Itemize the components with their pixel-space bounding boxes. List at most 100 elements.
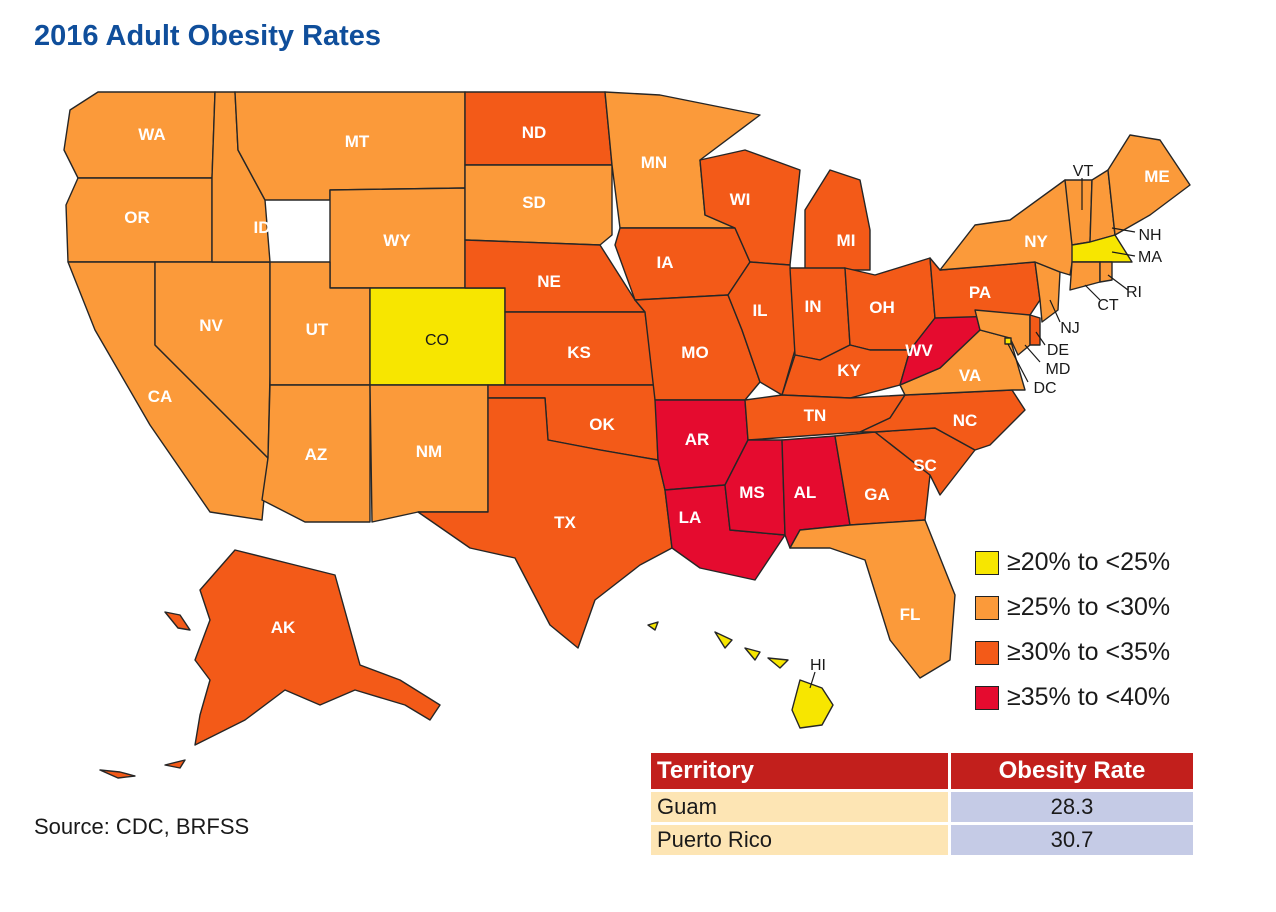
state-MI[interactable] <box>804 169 871 271</box>
label-UT: UT <box>306 320 329 339</box>
label-SC: SC <box>913 456 937 475</box>
label-AK: AK <box>271 618 296 637</box>
legend-label: ≥30% to <35% <box>1007 638 1171 666</box>
legend-swatch <box>975 640 999 665</box>
label-CO: CO <box>425 332 449 349</box>
state-AK[interactable] <box>194 549 441 746</box>
label-MT: MT <box>345 132 370 151</box>
label-WI: WI <box>730 190 751 209</box>
label-MA: MA <box>1138 249 1162 266</box>
state-FL[interactable] <box>789 519 956 679</box>
label-NC: NC <box>953 411 978 430</box>
state-KY[interactable] <box>781 344 911 399</box>
leader-md <box>1024 344 1041 363</box>
label-NE: NE <box>537 272 561 291</box>
legend-swatch <box>975 685 999 710</box>
label-KS: KS <box>567 343 591 362</box>
legend-item-25-30: ≥25% to <30% <box>975 585 1235 630</box>
territory-rate: 30.7 <box>951 825 1193 855</box>
leader-hi <box>809 671 816 689</box>
label-WY: WY <box>383 231 411 250</box>
label-OR: OR <box>124 208 150 227</box>
leader-nh <box>1111 227 1136 233</box>
label-MI: MI <box>837 231 856 250</box>
label-MO: MO <box>681 343 708 362</box>
leader-dc <box>1007 343 1029 383</box>
label-MN: MN <box>641 153 667 172</box>
legend: ≥20% to <25% ≥25% to <30% ≥30% to <35% ≥… <box>975 540 1235 720</box>
state-HI-islands <box>647 621 789 669</box>
legend-label: ≥20% to <25% <box>1007 548 1171 576</box>
label-MS: MS <box>739 483 765 502</box>
label-TN: TN <box>804 406 827 425</box>
state-NC[interactable] <box>859 389 1026 451</box>
state-RI[interactable] <box>1099 261 1113 283</box>
label-CA: CA <box>148 387 173 406</box>
label-IA: IA <box>657 253 674 272</box>
leader-ri <box>1107 274 1129 291</box>
label-WV: WV <box>905 341 933 360</box>
label-NH: NH <box>1138 227 1161 244</box>
legend-item-30-35: ≥30% to <35% <box>975 630 1235 675</box>
state-SD[interactable] <box>464 164 613 246</box>
label-VT: VT <box>1073 163 1094 180</box>
state-AK-islands <box>99 611 191 779</box>
label-NJ: NJ <box>1060 320 1080 337</box>
label-IN: IN <box>805 297 822 316</box>
leader-nj <box>1049 299 1061 323</box>
header-obesity-rate: Obesity Rate <box>951 753 1193 789</box>
label-RI: RI <box>1126 284 1142 301</box>
label-FL: FL <box>900 605 921 624</box>
label-MD: MD <box>1046 361 1071 378</box>
label-OH: OH <box>869 298 895 317</box>
state-TX[interactable] <box>417 397 673 649</box>
state-DC[interactable] <box>1004 337 1012 345</box>
source-note: Source: CDC, BRFSS <box>34 814 250 839</box>
label-ID: ID <box>254 218 271 237</box>
label-NV: NV <box>199 316 223 335</box>
label-LA: LA <box>679 508 702 527</box>
legend-swatch <box>975 595 999 620</box>
state-IA[interactable] <box>614 227 751 301</box>
label-WA: WA <box>138 125 165 144</box>
label-VA: VA <box>959 366 981 385</box>
territory-name: Guam <box>651 792 948 822</box>
label-DE: DE <box>1047 342 1069 359</box>
label-ND: ND <box>522 123 547 142</box>
label-AR: AR <box>685 430 710 449</box>
legend-swatch <box>975 550 999 575</box>
table-header-row: Territory Obesity Rate <box>651 753 1193 789</box>
label-KY: KY <box>837 361 861 380</box>
label-ME: ME <box>1144 167 1170 186</box>
table-row: Puerto Rico 30.7 <box>651 825 1193 855</box>
label-SD: SD <box>522 193 546 212</box>
legend-label: ≥35% to <40% <box>1007 683 1171 711</box>
legend-item-20-25: ≥20% to <25% <box>975 540 1235 585</box>
state-NY[interactable] <box>939 179 1076 276</box>
label-CT: CT <box>1097 297 1119 314</box>
label-NY: NY <box>1024 232 1048 251</box>
label-AL: AL <box>794 483 817 502</box>
territory-table: Territory Obesity Rate Guam 28.3 Puerto … <box>648 750 1196 858</box>
label-OK: OK <box>589 415 615 434</box>
label-TX: TX <box>554 513 576 532</box>
label-IL: IL <box>752 301 767 320</box>
label-DC: DC <box>1033 380 1056 397</box>
territory-name: Puerto Rico <box>651 825 948 855</box>
map-title: 2016 Adult Obesity Rates <box>34 20 382 52</box>
label-AZ: AZ <box>305 445 328 464</box>
territory-rate: 28.3 <box>951 792 1193 822</box>
legend-item-35-40: ≥35% to <40% <box>975 675 1235 720</box>
leader-ma <box>1111 251 1136 257</box>
label-NM: NM <box>416 442 442 461</box>
label-GA: GA <box>864 485 890 504</box>
leader-ct <box>1084 284 1101 301</box>
label-HI: HI <box>810 657 826 674</box>
leader-de <box>1035 331 1046 346</box>
header-territory: Territory <box>651 753 948 789</box>
legend-label: ≥25% to <30% <box>1007 593 1171 621</box>
state-HI[interactable] <box>791 679 834 729</box>
state-DE[interactable] <box>1029 314 1041 346</box>
label-PA: PA <box>969 283 991 302</box>
